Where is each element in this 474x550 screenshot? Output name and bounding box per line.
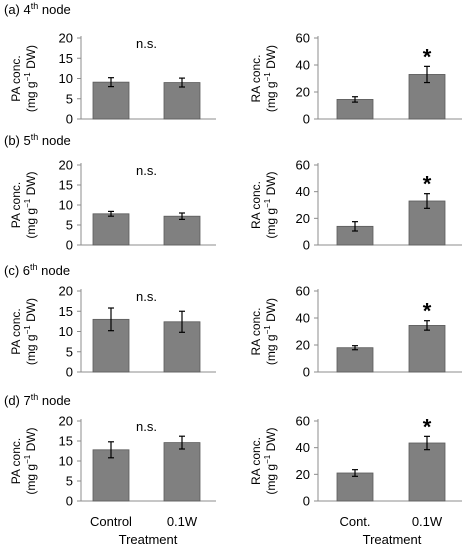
x-tick-right-treated: 0.1W	[412, 514, 443, 529]
significance-asterisk: *	[423, 414, 432, 439]
y-tick-label: 5	[66, 218, 73, 233]
bar-cont	[336, 472, 374, 502]
y-axis-title-line1: PA conc.	[9, 55, 23, 101]
chart-panel-8: 0 20 40 60 RA conc. (mg g−1 DW) *	[249, 414, 462, 509]
panel-label-c: (c) 6th node	[4, 262, 70, 278]
y-tick-label: 60	[296, 284, 310, 299]
bar-01w	[408, 442, 446, 502]
panel-label-a: (a) 4th node	[4, 1, 71, 17]
bar-cont	[336, 347, 374, 373]
significance-asterisk: *	[423, 44, 432, 69]
y-tick-label: 20	[59, 31, 73, 46]
y-tick-label: 20	[59, 158, 73, 173]
y-tick-label: 15	[59, 434, 73, 449]
chart-panel-4: 0 20 40 60 RA conc. (mg g−1 DW) *	[249, 158, 462, 253]
y-axis-title-line2: (mg g−1 DW)	[263, 45, 278, 112]
panel-label-b: (b) 5th node	[4, 132, 71, 148]
y-tick-label: 0	[303, 112, 310, 127]
y-tick-label: 20	[296, 85, 310, 100]
y-axis-title-line2: (mg g−1 DW)	[263, 427, 278, 494]
y-tick-label: 15	[59, 304, 73, 319]
y-axis-title-line2: (mg g−1 DW)	[23, 298, 38, 365]
y-tick-label: 20	[59, 414, 73, 429]
x-tick-left-treated: 0.1W	[167, 514, 198, 529]
y-tick-label: 0	[66, 112, 73, 127]
y-tick-label: 40	[296, 184, 310, 199]
y-tick-label: 60	[296, 31, 310, 46]
y-tick-label: 40	[296, 58, 310, 73]
ns-annotation: n.s.	[136, 36, 157, 51]
ns-annotation: n.s.	[136, 163, 157, 178]
y-axis-title-line2: (mg g−1 DW)	[263, 298, 278, 365]
bar-01w	[163, 442, 201, 502]
y-tick-label: 20	[296, 211, 310, 226]
y-tick-label: 20	[296, 338, 310, 353]
x-tick-right-control: Cont.	[339, 514, 370, 529]
y-axis-title-line1: RA conc.	[249, 307, 263, 355]
y-tick-label: 10	[59, 324, 73, 339]
x-axis-title-left: Treatment	[119, 532, 178, 547]
ns-annotation: n.s.	[136, 289, 157, 304]
y-axis-title-line2: (mg g−1 DW)	[23, 171, 38, 238]
y-tick-label: 20	[59, 284, 73, 299]
y-tick-label: 10	[59, 454, 73, 469]
y-axis-title-line1: RA conc.	[249, 54, 263, 102]
y-tick-label: 0	[303, 238, 310, 253]
bar-control	[92, 81, 130, 120]
y-tick-label: 5	[66, 474, 73, 489]
y-axis-title-line2: (mg g−1 DW)	[263, 171, 278, 238]
y-axis-title-line1: PA conc.	[9, 182, 23, 228]
y-tick-label: 10	[59, 71, 73, 86]
chart-panel-1: 0 5 10 15 20 PA conc. (mg g−1 DW) n.s.	[9, 31, 216, 127]
y-axis-title-line1: PA conc.	[9, 438, 23, 484]
chart-panel-2: 0 20 40 60 RA conc. (mg g−1 DW) *	[249, 31, 462, 127]
chart-panel-3: 0 5 10 15 20 PA conc. (mg g−1 DW) n.s.	[9, 158, 216, 253]
ns-annotation: n.s.	[136, 419, 157, 434]
chart-panel-5: 0 5 10 15 20 PA conc. (mg g−1 DW) n.s.	[9, 284, 216, 380]
bar-01w	[163, 215, 201, 246]
y-tick-label: 60	[296, 414, 310, 429]
y-tick-label: 0	[303, 494, 310, 509]
significance-asterisk: *	[423, 172, 432, 197]
y-tick-label: 15	[59, 51, 73, 66]
x-axis-title-right: Treatment	[363, 532, 422, 547]
bar-01w	[408, 325, 446, 373]
y-axis-title-line1: RA conc.	[249, 181, 263, 229]
y-tick-label: 40	[296, 440, 310, 455]
chart-panel-7: 0 5 10 15 20 PA conc. (mg g−1 DW) n.s.	[9, 414, 216, 509]
y-axis-title-line1: RA conc.	[249, 437, 263, 485]
y-axis-title-line2: (mg g−1 DW)	[23, 427, 38, 494]
y-tick-label: 0	[66, 238, 73, 253]
y-tick-label: 20	[296, 467, 310, 482]
chart-panel-6: 0 20 40 60 RA conc. (mg g−1 DW) *	[249, 284, 462, 380]
y-tick-label: 0	[303, 365, 310, 380]
y-tick-label: 5	[66, 91, 73, 106]
bar-control	[92, 213, 130, 246]
y-tick-label: 40	[296, 311, 310, 326]
y-tick-label: 10	[59, 198, 73, 213]
y-axis-title-line1: PA conc.	[9, 308, 23, 354]
panel-label-d: (d) 7th node	[4, 392, 71, 408]
x-tick-left-control: Control	[90, 514, 132, 529]
y-tick-label: 0	[66, 494, 73, 509]
y-axis-title-line2: (mg g−1 DW)	[23, 45, 38, 112]
y-tick-label: 60	[296, 158, 310, 173]
y-tick-label: 0	[66, 365, 73, 380]
significance-asterisk: *	[423, 299, 432, 324]
y-tick-label: 15	[59, 178, 73, 193]
bar-01w	[163, 82, 201, 120]
y-tick-label: 5	[66, 344, 73, 359]
